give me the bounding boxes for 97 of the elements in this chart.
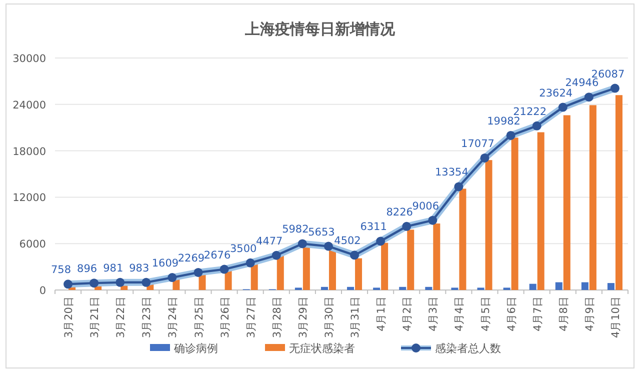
data-label: 8226 [386,206,414,218]
data-label: 3500 [230,242,257,255]
y-tick-label: 24000 [12,99,46,112]
point [558,102,568,112]
data-label: 4502 [334,235,361,248]
legend-label: 无症状感染者 [289,342,355,355]
point [376,236,386,246]
bar [347,286,354,290]
data-label: 5653 [308,226,335,238]
point [272,250,281,260]
bar [399,286,406,290]
data-label: 21222 [513,106,547,118]
data-label: 23624 [539,87,573,100]
point [584,92,594,102]
data-label: 981 [103,262,124,274]
x-tick-label: 4月2日 [402,296,414,332]
x-tick-label: 3月28日 [271,296,284,338]
point [454,182,464,192]
bar [581,282,588,290]
x-tick-label: 4月6日 [506,296,518,332]
x-tick-label: 4月10日 [610,296,622,338]
legend-label: 确诊病例 [173,342,218,355]
x-tick-label: 4月9日 [584,296,596,332]
point [298,239,307,248]
x-tick-label: 3月24日 [167,296,180,338]
x-tick-label: 3月21日 [89,296,102,338]
bar [537,132,544,290]
chart-title: 上海疫情每日新增情况 [244,20,396,38]
bar [381,242,388,290]
data-label: 2269 [178,252,205,264]
x-tick-label: 4月7日 [532,296,544,332]
bar [589,105,596,290]
x-tick-label: 4月5日 [480,296,492,332]
data-label: 6311 [360,221,387,234]
point [324,242,333,251]
data-label: 17077 [461,138,494,150]
point [220,264,229,274]
point [168,273,177,282]
point [116,278,125,287]
bar [320,286,328,290]
point [428,216,438,225]
data-label: 1609 [152,258,179,270]
data-label: 5982 [282,224,309,236]
data-label: 19982 [487,115,520,128]
y-tick-label: 12000 [12,192,46,204]
x-tick-label: 3月22日 [115,296,128,338]
x-tick-label: 3月31日 [350,296,362,338]
data-label: 896 [77,263,98,276]
x-tick-label: 4月8日 [558,296,570,332]
point [142,278,151,287]
x-tick-label: 4月1日 [376,296,388,332]
y-tick-label: 0 [39,285,46,297]
x-tick-label: 4月4日 [454,296,466,332]
point [480,153,490,162]
y-tick-label: 30000 [12,53,46,65]
bar [615,95,622,290]
data-label: 758 [51,264,72,276]
point [64,280,73,289]
x-tick-label: 3月27日 [245,296,258,338]
bar [302,246,310,290]
legend-label: 感染者总人数 [435,342,501,355]
point [90,278,99,288]
point [506,130,516,140]
data-label: 983 [129,262,150,274]
bar [355,258,362,290]
bar [433,223,440,290]
point [350,250,360,260]
point [610,84,620,93]
data-label: 13354 [435,166,469,179]
x-tick-label: 3月30日 [323,296,336,338]
x-tick-label: 3月29日 [297,296,310,338]
bar [328,249,336,290]
x-tick-label: 3月20日 [63,296,76,338]
bar [511,138,518,290]
bar [407,230,414,290]
x-tick-label: 3月26日 [219,296,232,338]
point [194,268,203,277]
data-label: 4477 [256,235,283,248]
bar [529,284,536,290]
point [402,222,412,231]
bar [485,160,492,290]
x-tick-label: 4月3日 [428,296,440,332]
y-tick-label: 6000 [19,238,46,251]
data-label: 2676 [204,249,231,262]
x-tick-label: 3月25日 [193,296,206,338]
bar [555,282,562,290]
data-label: 9006 [412,200,440,212]
bar [425,286,432,290]
y-tick-label: 18000 [12,146,46,158]
point [532,121,542,130]
bar [459,188,466,290]
bar [607,283,614,290]
bar [276,256,284,290]
bar [563,115,570,290]
point [246,258,255,268]
data-label: 24946 [565,77,599,90]
x-tick-label: 3月23日 [141,296,154,338]
